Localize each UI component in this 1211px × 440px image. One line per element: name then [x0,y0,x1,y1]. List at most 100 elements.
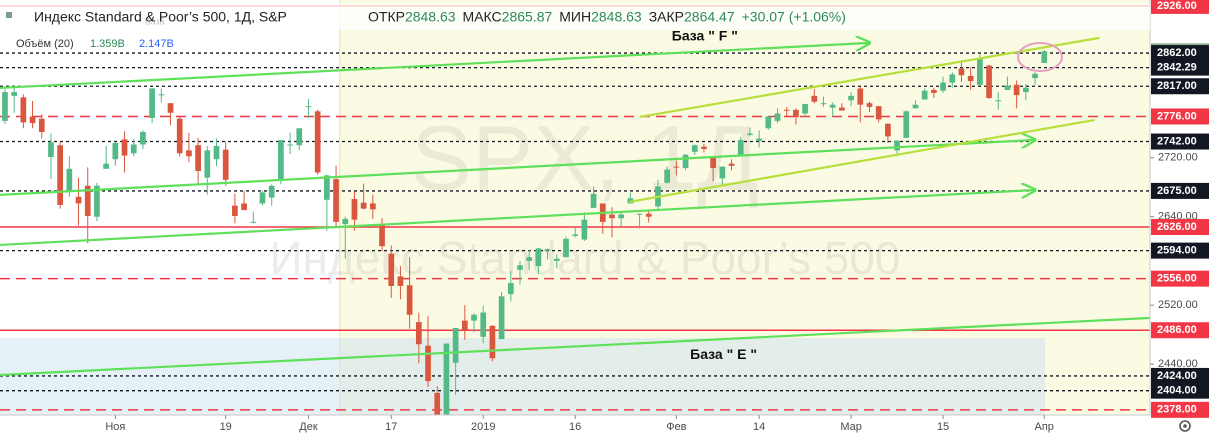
candle-body [314,111,321,173]
candle-body [940,82,946,91]
x-tick-label: Дек [299,421,318,433]
candle-body [379,224,385,247]
candle-body [213,145,220,160]
candle-body [140,131,146,145]
x-tick-label: Ноя [105,421,125,433]
level-label-box [1151,78,1209,95]
volume-ma-value: 2.147B [139,38,174,50]
candle-body [342,218,349,225]
x-tick-label: 14 [753,421,765,433]
settings-icon[interactable] [1179,420,1191,432]
candle-body [802,103,808,114]
candle-body [866,103,873,107]
candle-body [186,150,192,157]
level-label-box [1151,270,1209,287]
ohlc-value: 2848.63 [405,9,456,25]
level-label-box [1151,382,1209,399]
ohlc-value: 2848.63 [591,9,642,25]
candle-body [737,140,744,157]
level-label-box [1151,59,1209,76]
time-axis [0,415,1150,440]
level-label: 2776.00 [1157,110,1197,122]
x-tick-label: Фев [666,421,686,433]
volume-label: Объём (20) [16,38,74,50]
x-tick-label: 15 [937,421,949,433]
candle-body [848,95,854,101]
header-dot [6,12,12,18]
candle-body [1013,84,1020,96]
candle-body [581,219,588,240]
candle-body [949,74,956,83]
ohlc-label: ЗАКР [649,9,684,25]
level-label: 2424.00 [1157,370,1197,382]
level-label: 2842.29 [1157,62,1197,74]
header-background [0,4,1150,30]
level-label: 2742.00 [1157,135,1197,147]
level-label-box [1151,108,1209,125]
candle-body [756,138,762,141]
candle-body [268,185,275,198]
level-label-box [1151,367,1209,384]
candle-body [857,88,864,105]
candle-body [710,157,716,169]
annotation: База " F " [672,28,738,44]
candle-body [388,253,395,287]
candle-body [29,116,36,124]
candle-body [443,343,450,421]
x-tick-label: 16 [569,421,581,433]
candle-body [204,150,211,178]
candle-body [167,103,174,113]
candle-body [471,314,477,321]
candle-body [526,257,533,261]
trend-line [0,140,1035,196]
candle-body [75,196,82,204]
y-tick-label: 2440.00 [1158,358,1198,370]
level-label-box [1151,45,1209,62]
candle-body [324,175,330,200]
candle-body [397,276,404,287]
trend-line [0,43,869,90]
level-label: 2926.00 [1157,0,1197,12]
candle-body [903,111,910,138]
level-label: 2675.00 [1157,185,1197,197]
header-symbol: Индекс Standard & Poor’s 500, 1Д, S&P [34,9,287,25]
candle-body [682,154,689,169]
candle-body [461,320,468,331]
candle-body [333,179,339,222]
ohlc-value: 2865.87 [502,9,553,25]
candle-body [811,95,818,102]
level-label-box [1151,219,1209,236]
candle-body [517,265,523,270]
trend-line [0,316,1151,377]
price-change: +30.07 (+1.06%) [742,9,846,25]
candle-body [415,322,422,345]
candle-body [11,92,18,96]
highlight-circle [1017,42,1063,72]
level-label: 2817.00 [1157,80,1197,92]
candle-body [480,312,487,337]
candle-body [967,75,974,82]
candle-body [176,118,183,154]
x-tick-label: Мар [840,421,862,433]
candle-body [452,328,459,363]
trend-line [0,190,1035,247]
candle-body [425,345,431,382]
candle-body [1032,73,1038,79]
y-tick-label: 2720.00 [1158,152,1198,164]
annotation: База " E " [690,346,757,362]
x-tick-label: Апр [1035,421,1054,433]
candle-body [1041,51,1048,63]
level-label: 2626.00 [1157,221,1197,233]
candle-body [765,116,772,129]
trend-line [629,118,1096,203]
level-label-box [1151,401,1209,418]
volume-value: 1.359B [90,38,125,50]
candle-body [360,202,367,209]
candle-body [406,285,413,315]
candle-body [774,113,781,121]
candle-body [894,140,900,151]
candle-body [829,104,836,108]
candle-body [232,205,238,216]
candle-body [553,258,560,261]
